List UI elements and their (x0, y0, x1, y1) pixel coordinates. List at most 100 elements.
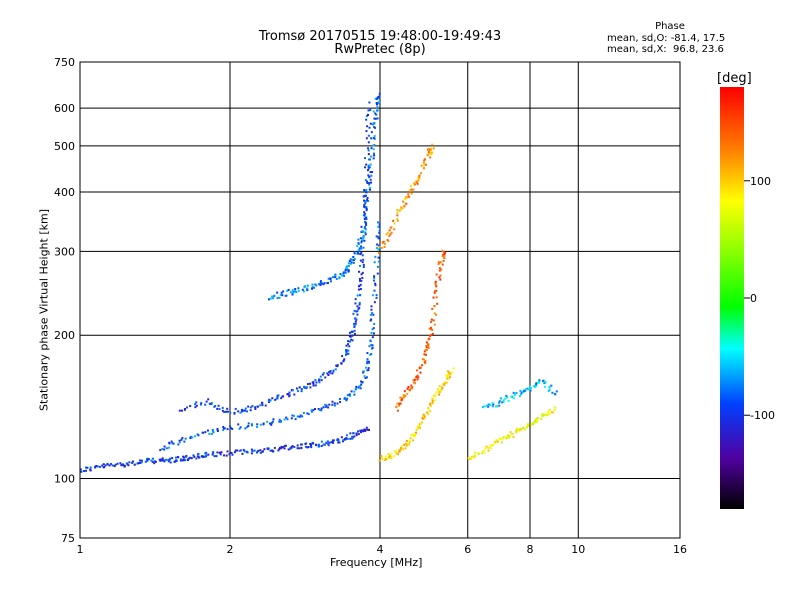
data-point (364, 189, 367, 192)
data-point (125, 462, 128, 465)
data-point (498, 404, 501, 407)
data-point (358, 385, 361, 388)
data-point (324, 405, 327, 408)
data-point (179, 459, 182, 462)
data-point (305, 386, 308, 389)
data-point (372, 157, 375, 160)
data-point (237, 423, 240, 426)
data-point (424, 163, 427, 166)
data-point (532, 422, 535, 425)
data-point (274, 398, 277, 401)
data-point (349, 262, 352, 265)
data-point (355, 387, 358, 390)
data-point (213, 405, 216, 408)
data-point (408, 441, 411, 444)
data-point (362, 195, 365, 198)
data-point (234, 407, 237, 410)
data-point (282, 290, 285, 293)
data-point (340, 362, 343, 365)
data-point (211, 428, 214, 431)
data-point (183, 456, 186, 459)
data-point (526, 425, 529, 428)
data-point (362, 235, 365, 238)
data-point (334, 276, 337, 279)
data-point (383, 245, 386, 248)
data-point (409, 437, 412, 440)
data-point (266, 448, 269, 451)
data-point (309, 386, 312, 389)
data-point (296, 447, 299, 450)
data-point (382, 240, 385, 243)
data-point (360, 279, 363, 282)
data-point (307, 446, 310, 449)
data-point (396, 217, 399, 220)
data-point (360, 225, 363, 228)
data-point (410, 188, 413, 191)
data-point (487, 405, 490, 408)
data-point (416, 369, 419, 372)
data-point (436, 302, 439, 305)
data-point (89, 466, 92, 469)
data-point (374, 282, 377, 285)
data-point (123, 464, 126, 467)
data-point (442, 255, 445, 258)
data-point (374, 112, 377, 115)
data-point (498, 437, 501, 440)
data-point (524, 388, 527, 391)
data-point (427, 147, 430, 150)
data-point (417, 176, 420, 179)
data-point (447, 377, 450, 380)
data-point (405, 196, 408, 199)
data-point (545, 413, 548, 416)
data-point (171, 457, 174, 460)
data-point (301, 288, 304, 291)
data-point (127, 464, 130, 467)
data-point (373, 275, 376, 278)
data-point (388, 229, 391, 232)
data-point (297, 289, 300, 292)
data-point (360, 245, 363, 248)
data-point (355, 318, 358, 321)
data-point (343, 397, 346, 400)
data-point (405, 197, 408, 200)
data-point (418, 426, 421, 429)
data-point (345, 351, 348, 354)
data-point (332, 441, 335, 444)
data-point (514, 393, 517, 396)
data-point (548, 386, 551, 389)
data-point (404, 197, 407, 200)
data-point (371, 171, 374, 174)
data-point (317, 445, 320, 448)
data-point (442, 259, 445, 262)
data-point (487, 449, 490, 452)
data-point (271, 397, 274, 400)
data-point (318, 409, 321, 412)
data-point (535, 382, 538, 385)
x-tick-label: 10 (571, 543, 585, 556)
data-point (374, 284, 377, 287)
data-point (434, 281, 437, 284)
data-point (283, 418, 286, 421)
data-point (427, 407, 430, 410)
data-point (365, 222, 368, 225)
data-point (396, 409, 399, 412)
data-point (332, 276, 335, 279)
data-point (372, 313, 375, 316)
data-point (85, 469, 88, 472)
data-point (267, 399, 270, 402)
data-point (359, 387, 362, 390)
data-point (322, 283, 325, 286)
data-point (320, 445, 323, 448)
data-point (331, 372, 334, 375)
data-point (367, 109, 370, 112)
data-point (178, 441, 181, 444)
data-point (554, 406, 557, 409)
data-point (543, 385, 546, 388)
data-point (515, 431, 518, 434)
data-point (512, 391, 515, 394)
data-point (553, 409, 556, 412)
data-point (492, 403, 495, 406)
data-point (373, 279, 376, 282)
data-point (426, 413, 429, 416)
data-point (447, 373, 450, 376)
